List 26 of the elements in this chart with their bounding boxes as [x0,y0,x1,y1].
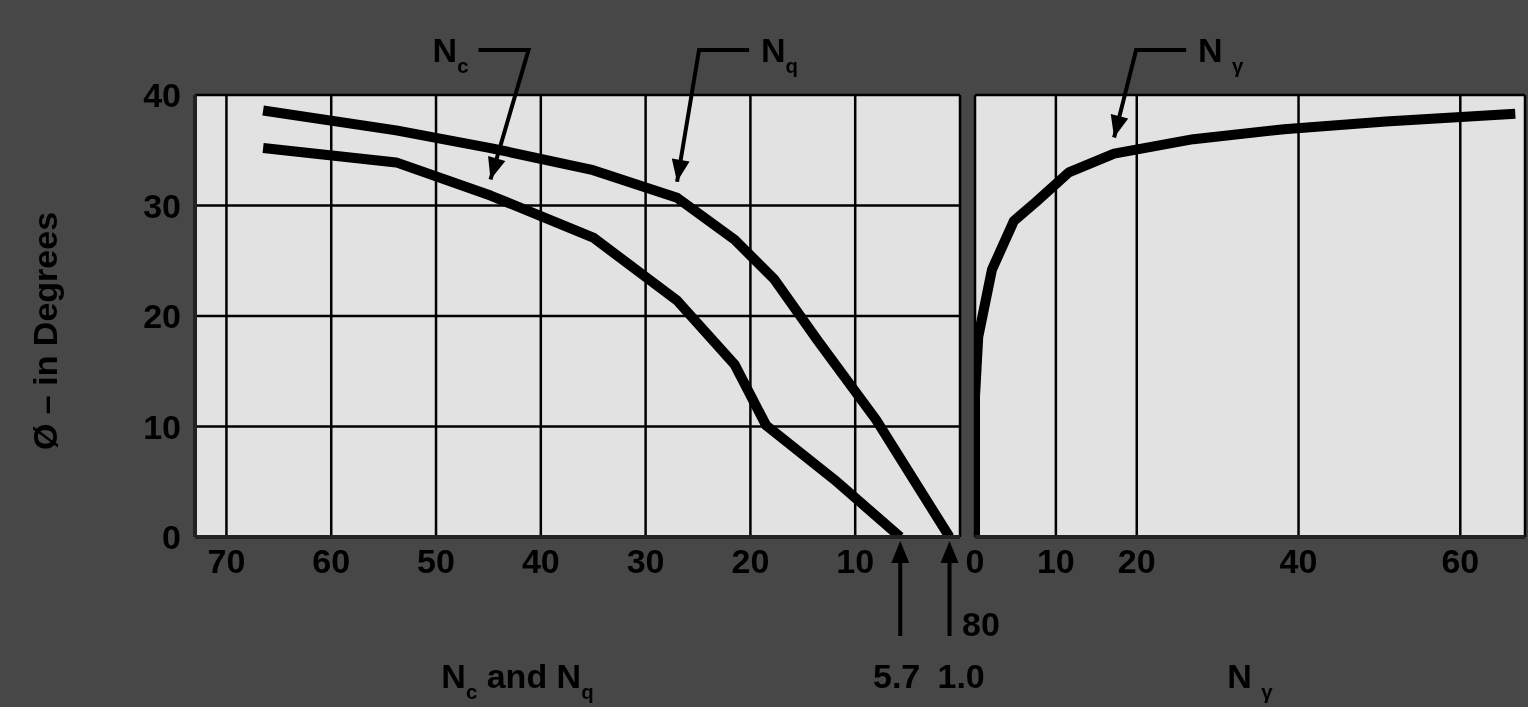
x-tick-label: 60 [1441,542,1480,581]
x-tick-label: 40 [521,542,560,581]
x-tick-label: 40 [1279,542,1318,581]
x-tick-label: 50 [417,542,455,581]
x-tick-label: 0 [965,542,985,581]
text: 1.0 [937,657,985,695]
x-tick-label: 10 [1036,542,1075,581]
x-tick-label: 20 [1117,542,1156,581]
x-tick-label: 10 [836,542,875,581]
x-tick-label: 20 [731,542,770,581]
x-tick-label: 70 [207,542,246,581]
y-tick-label: 30 [143,186,181,225]
x-axis-title: N$_{c}$ and N$_{q}$ [441,657,594,703]
series-label: N $_{γ}$ [1198,31,1245,77]
x-tick-label: 30 [626,542,665,581]
y-tick-label: 20 [143,297,181,336]
y-tick-label: 0 [162,518,181,557]
x-tick-label: 60 [312,542,351,581]
text: 5.7 [873,657,921,695]
text: N$_{q}$ [761,31,799,77]
text: N$_{c}$ [432,31,469,77]
text: 80 [962,605,1000,644]
y-axis-title: Ø – in Degrees [25,211,64,451]
x-axis-title: N $_{γ}$ [1227,657,1274,703]
y-tick-label: 10 [143,407,181,446]
y-tick-label: 40 [143,76,181,115]
